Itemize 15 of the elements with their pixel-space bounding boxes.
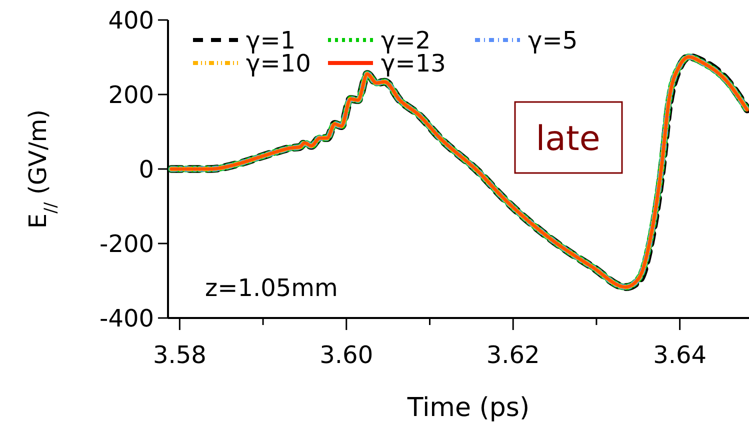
y-tick-label: -200 [100,230,154,258]
annotation: late [536,118,600,159]
x-tick-label: 3.58 [152,341,206,369]
legend-label: γ=1 [246,26,296,54]
x-axis-title: Time (ps) [406,393,530,423]
legend-label: γ=5 [528,26,578,54]
x-tick-label: 3.62 [486,341,540,369]
y-tick-label: 0 [138,155,154,184]
text: 3.60 [320,341,374,369]
x-tick-label: 3.64 [653,341,707,369]
y-tick-label: 200 [108,80,154,109]
legend-label: γ=2 [381,26,431,54]
y-tick-label: 400 [108,6,154,34]
y-tick-label: -400 [100,304,154,332]
annotation: z=1.05mm [205,274,338,302]
